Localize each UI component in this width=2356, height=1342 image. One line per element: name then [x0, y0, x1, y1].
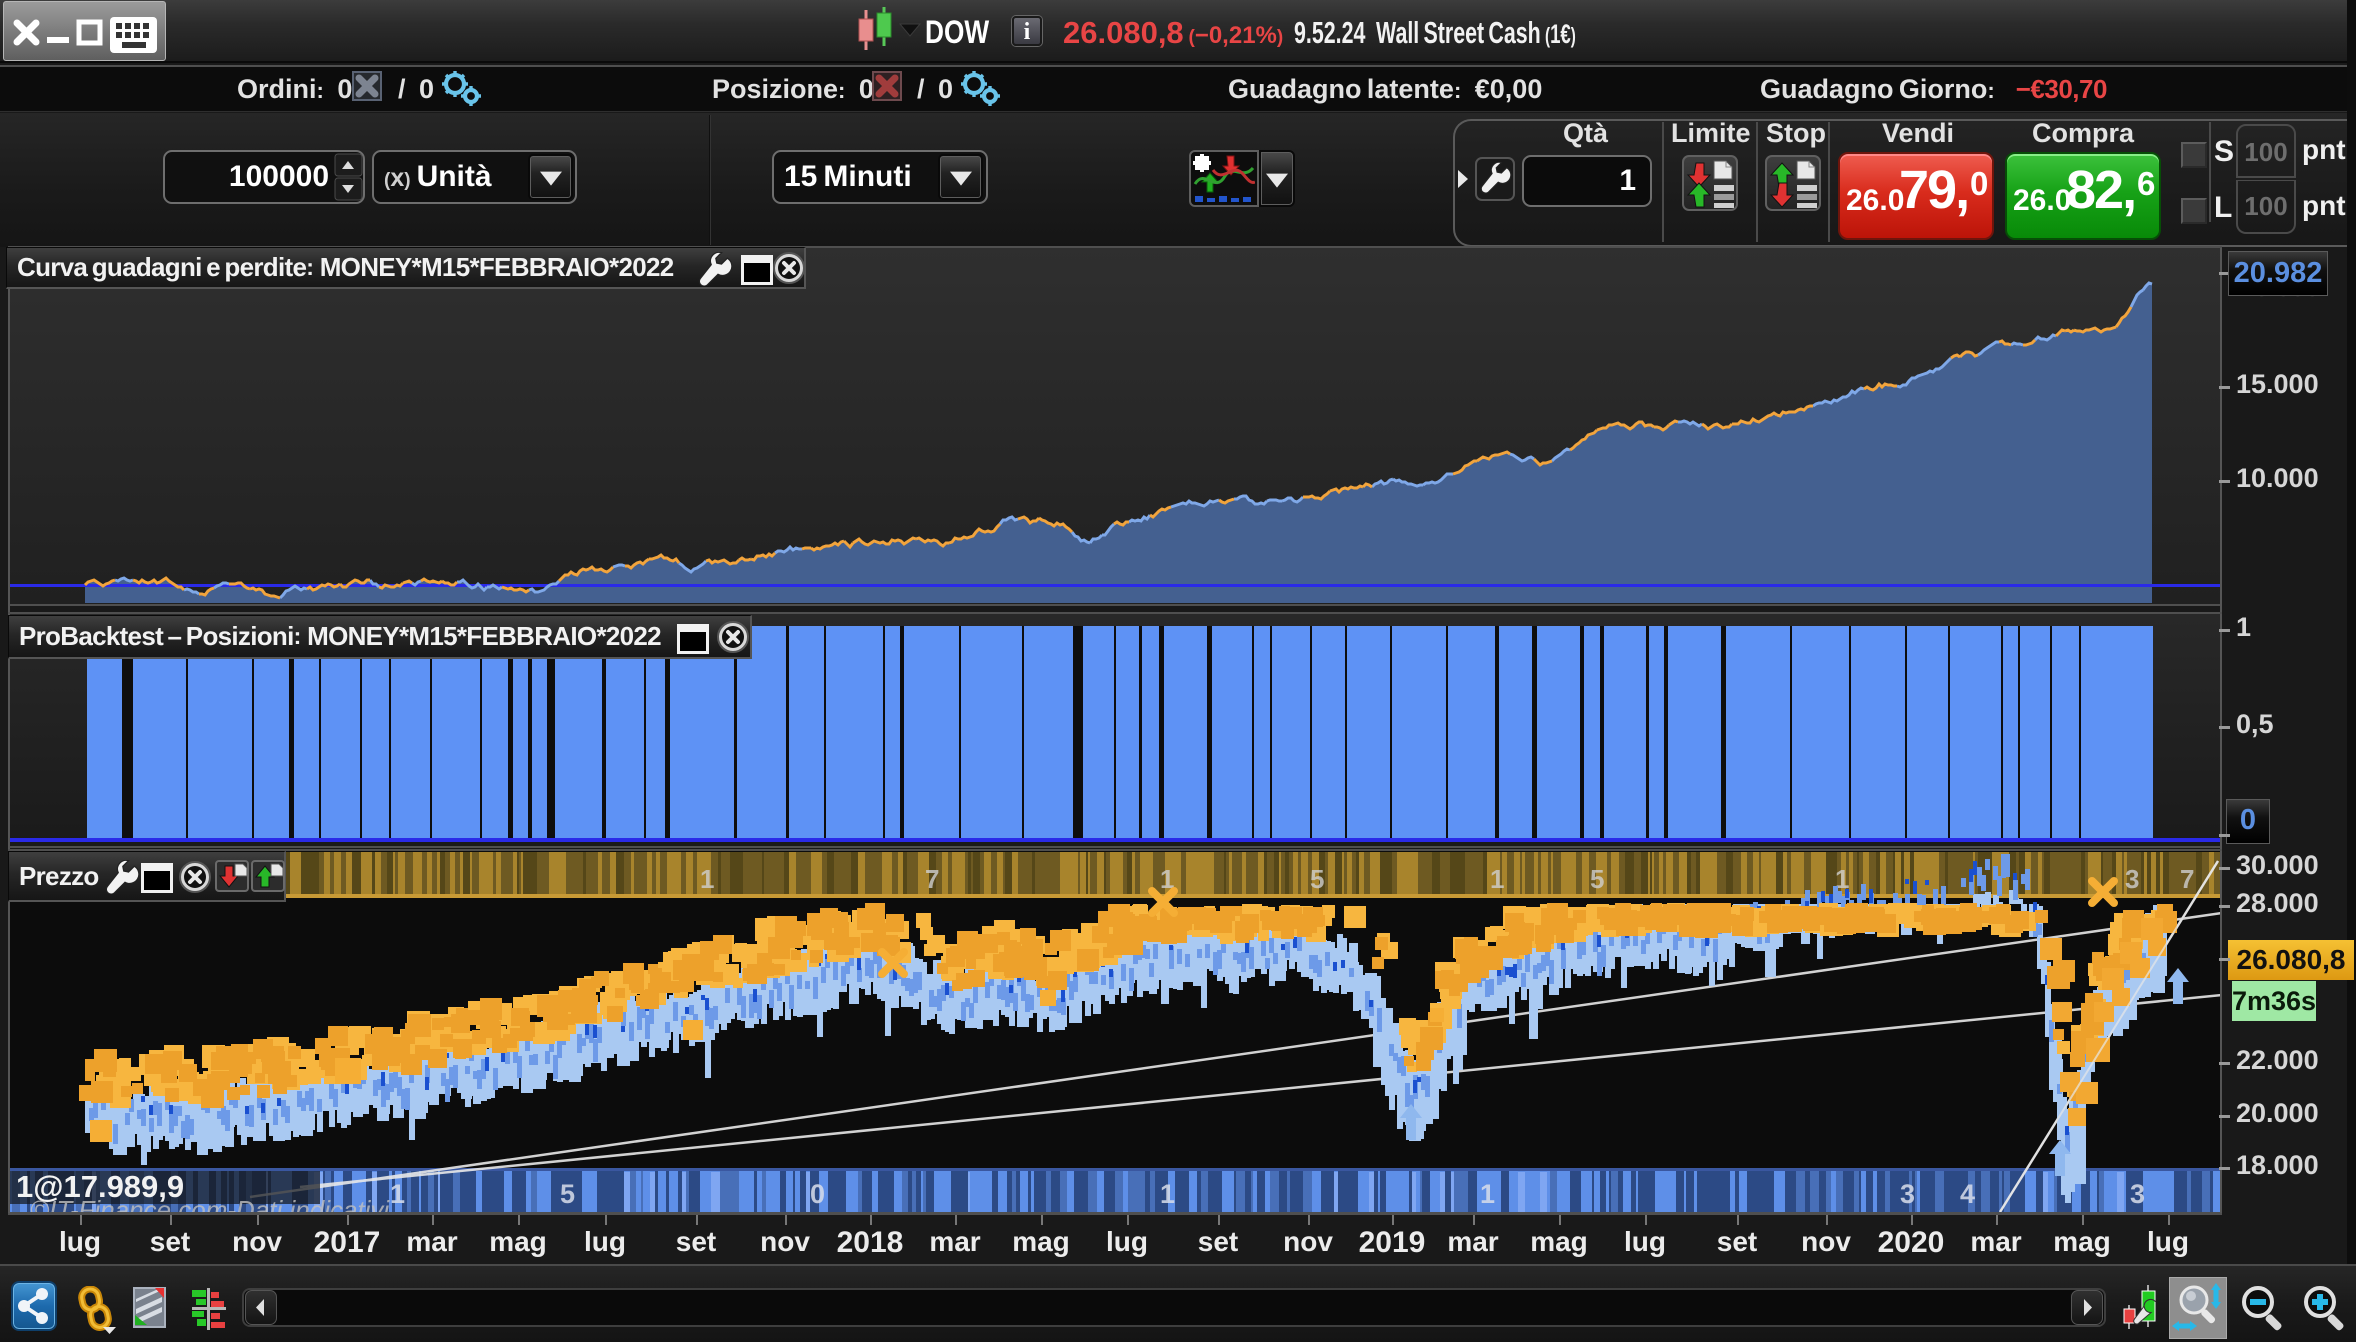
svg-text:1: 1 [1480, 1179, 1495, 1209]
svg-text:3: 3 [2125, 864, 2139, 894]
svg-text:4: 4 [1960, 1179, 1975, 1209]
svg-text:5: 5 [1310, 864, 1324, 894]
svg-text:7: 7 [2180, 864, 2194, 894]
svg-text:3: 3 [2130, 1179, 2145, 1209]
svg-text:1: 1 [1160, 864, 1174, 894]
svg-text:1: 1 [700, 864, 714, 894]
svg-text:1: 1 [1490, 864, 1504, 894]
svg-text:7: 7 [925, 864, 939, 894]
svg-text:1@17.989,9: 1@17.989,9 [16, 1169, 184, 1204]
svg-text:1: 1 [390, 1179, 405, 1209]
svg-text:1: 1 [1835, 864, 1849, 894]
svg-text:3: 3 [1900, 1179, 1915, 1209]
svg-text:5: 5 [560, 1179, 575, 1209]
svg-text:5: 5 [1590, 864, 1604, 894]
svg-text:0: 0 [810, 1179, 825, 1209]
svg-text:1: 1 [1160, 1179, 1175, 1209]
svg-text:©IT-Finance.com-Dati indicativ: ©IT-Finance.com-Dati indicativi [30, 1195, 390, 1214]
